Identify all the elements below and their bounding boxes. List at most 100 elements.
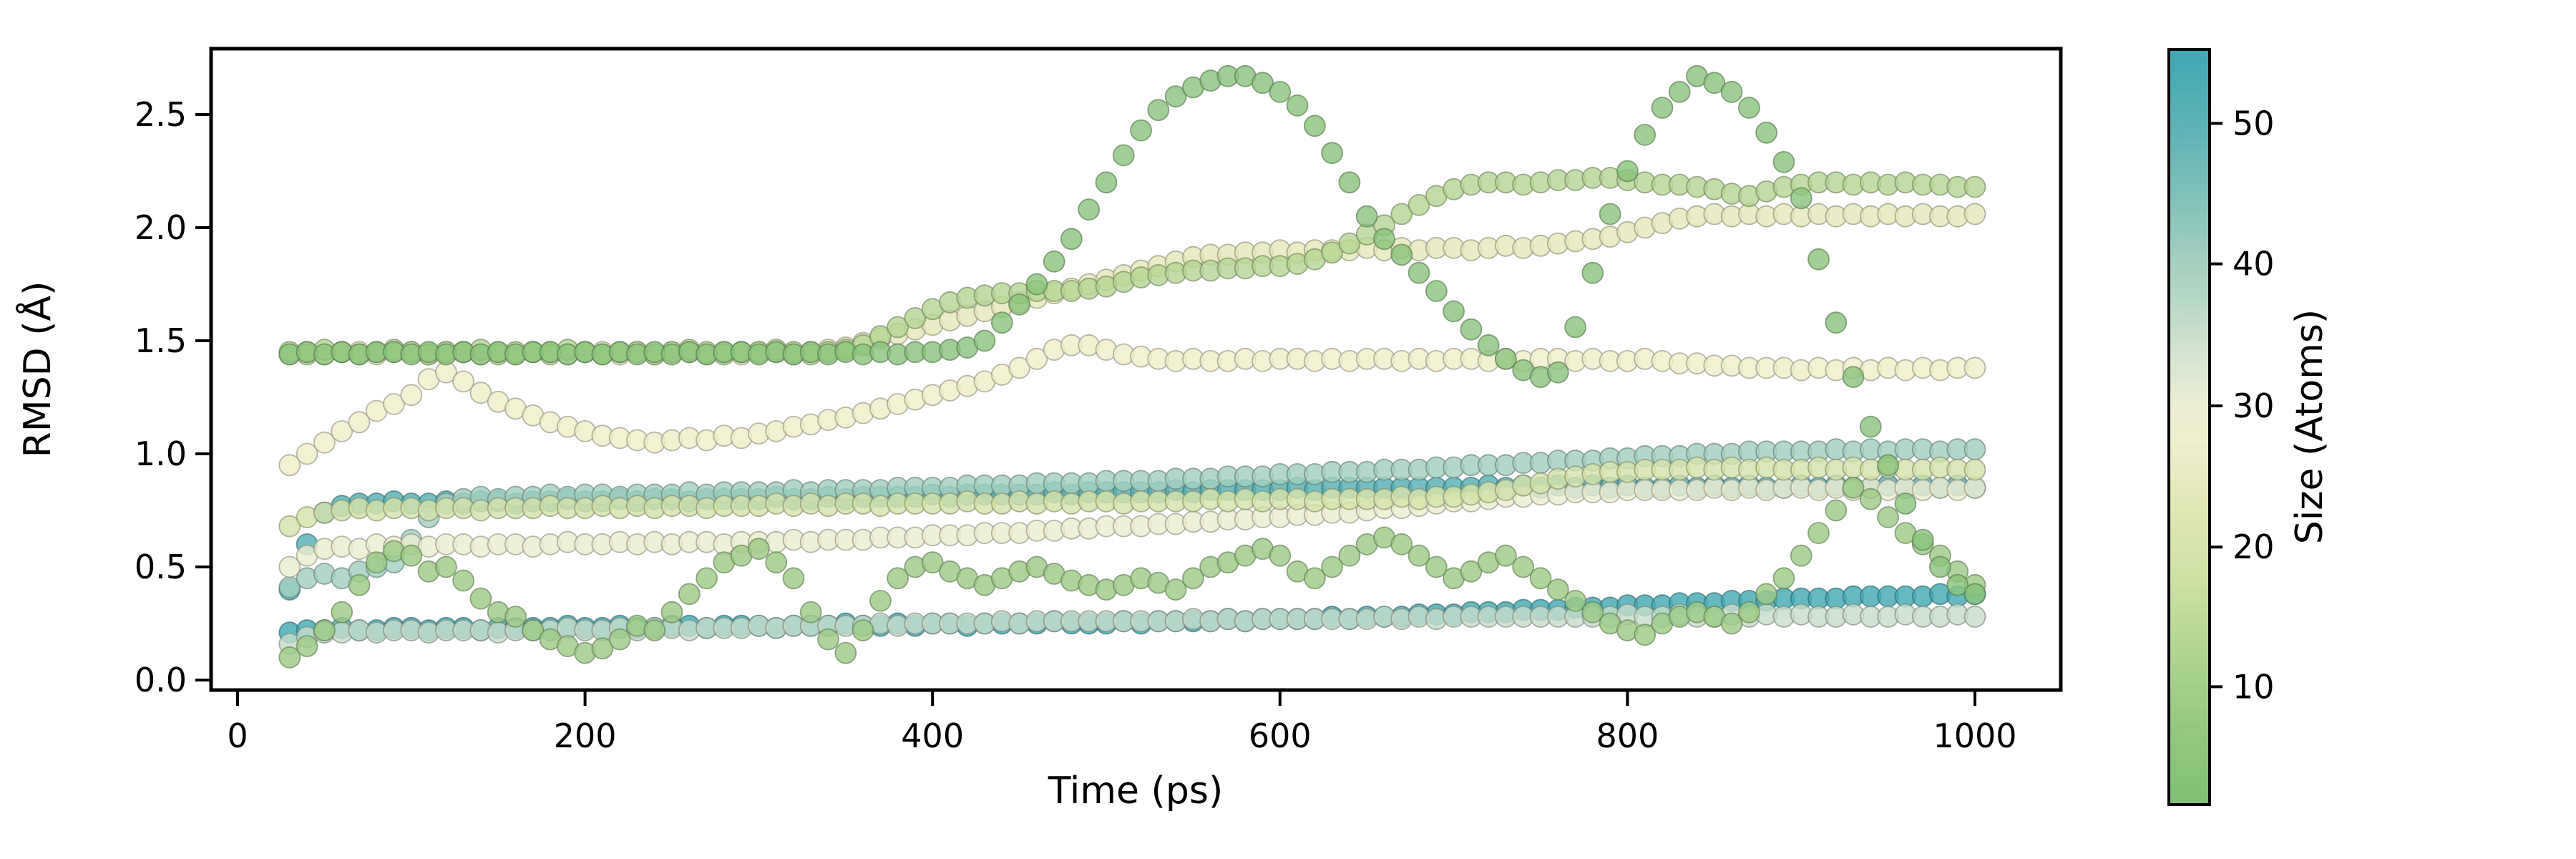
scatter-point	[1546, 361, 1569, 384]
scatter-point	[1338, 171, 1361, 194]
scatter-point	[1182, 567, 1204, 590]
scatter-point	[1025, 273, 1048, 296]
scatter-point	[1460, 318, 1483, 341]
scatter-point	[1373, 228, 1395, 251]
scatter-point	[1720, 80, 1743, 103]
scatter-point	[331, 601, 353, 623]
scatter-point	[383, 393, 405, 415]
scatter-point	[1390, 203, 1413, 225]
scatter-point	[1755, 583, 1778, 606]
scatter-point	[1390, 243, 1413, 266]
scatter-point	[1928, 555, 1951, 578]
scatter-point	[973, 329, 996, 352]
scatter-point	[435, 555, 457, 578]
scatter-point	[1443, 300, 1465, 323]
y-axis-tick-label: 1.5	[135, 321, 187, 360]
scatter-point	[1425, 280, 1448, 302]
colorbar-bar	[2167, 48, 2211, 806]
scatter-point	[1321, 555, 1343, 578]
scatter-point	[1737, 601, 1760, 623]
scatter-point	[1078, 198, 1101, 221]
scatter-point	[348, 411, 371, 434]
scatter-point	[887, 316, 909, 339]
scatter-point	[1164, 85, 1187, 108]
scatter-point	[504, 606, 527, 628]
x-axis-ticks: 0 200 400 600 800 1000	[227, 690, 2017, 755]
scatter-point	[660, 601, 683, 623]
scatter-point	[278, 555, 301, 578]
scatter-point	[400, 544, 423, 567]
scatter-point	[834, 641, 857, 664]
scatter-point	[278, 515, 301, 538]
scatter-point	[1772, 567, 1795, 590]
y-axis-tick-label: 0.0	[135, 661, 187, 699]
series-trajectory-size-13	[278, 477, 1986, 669]
scatter-point	[1772, 150, 1795, 173]
x-axis-label: Time (ps)	[1048, 770, 1223, 812]
x-axis-tick-label: 200	[554, 717, 617, 755]
scatter-point	[1390, 533, 1413, 555]
scatter-point	[1737, 97, 1760, 119]
scatter-point	[400, 384, 423, 407]
scatter-point	[1825, 499, 1848, 522]
scatter-point	[1581, 261, 1604, 284]
scatter-point	[608, 628, 631, 651]
scatter-series-group	[278, 64, 1986, 669]
scatter-point	[1807, 522, 1830, 544]
scatter-point	[1269, 80, 1292, 103]
scatter-point	[1859, 415, 1882, 438]
scatter-point	[1095, 171, 1118, 194]
scatter-point	[1529, 567, 1552, 590]
scatter-point	[1338, 232, 1361, 255]
scatter-point	[365, 551, 388, 574]
scatter-point	[1425, 555, 1448, 578]
scatter-point	[1842, 477, 1865, 499]
scatter-point	[1460, 560, 1483, 583]
y-axis-tick-label: 2.0	[135, 208, 187, 247]
scatter-point	[1407, 261, 1430, 284]
scatter-point	[1564, 316, 1587, 339]
scatter-point	[1477, 334, 1500, 356]
scatter-point	[1112, 144, 1135, 167]
scatter-point	[278, 454, 301, 477]
scatter-point	[696, 567, 718, 590]
scatter-point	[990, 311, 1013, 334]
scatter-point	[452, 370, 474, 393]
y-axis-label: RMSD (Å)	[15, 281, 59, 458]
plot-frame	[209, 47, 2063, 692]
scatter-point	[313, 619, 336, 641]
x-axis-tick-label: 400	[901, 717, 964, 755]
scatter-point	[522, 619, 545, 641]
scatter-point	[643, 619, 666, 641]
colorbar-tick-label: 20	[2233, 528, 2275, 566]
scatter-point	[1825, 311, 1848, 334]
scatter-point	[1634, 123, 1657, 146]
scatter-point	[1634, 623, 1657, 646]
scatter-point	[1790, 544, 1813, 567]
scatter-point	[296, 635, 318, 657]
x-axis-tick-label: 600	[1249, 717, 1312, 755]
x-axis-tick-label: 1000	[1933, 717, 2016, 755]
scatter-point	[1807, 248, 1830, 271]
scatter-point	[1790, 187, 1813, 210]
colorbar-label: Size (Atoms)	[2288, 309, 2331, 544]
y-axis-tick-label: 0.5	[135, 548, 187, 586]
colorbar: 50 40 30 20 10 Size (Atoms)	[2167, 48, 2331, 806]
scatter-point	[313, 431, 336, 454]
scatter-point	[1147, 99, 1170, 122]
y-axis-tick-label: 2.5	[135, 95, 187, 134]
scatter-point	[1269, 544, 1292, 567]
scatter-point	[1164, 578, 1187, 601]
scatter-point	[1286, 94, 1309, 117]
series-trajectory-size-22	[278, 456, 1986, 538]
scatter-point	[852, 619, 874, 641]
x-axis-tick-label: 800	[1596, 717, 1659, 755]
scatter-point	[1407, 193, 1430, 216]
scatter-point	[1963, 458, 1986, 481]
scatter-point	[817, 628, 839, 651]
scatter-point	[1755, 121, 1778, 144]
scatter-point	[1581, 601, 1604, 623]
scatter-point	[1877, 506, 1900, 528]
scatter-point	[1304, 567, 1326, 590]
x-axis-tick-label: 0	[227, 717, 248, 755]
